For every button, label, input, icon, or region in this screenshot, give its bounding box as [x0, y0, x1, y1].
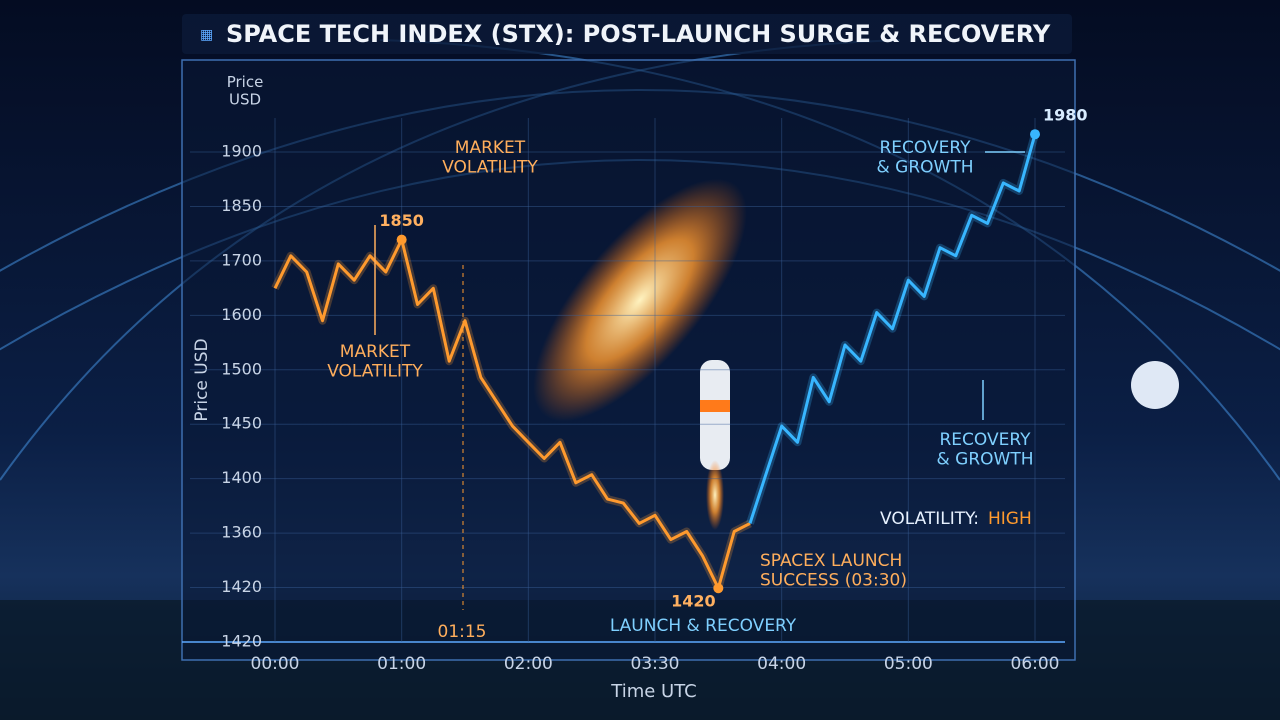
y-tick-label: 1450 — [221, 414, 262, 433]
x-tick-label: 03:30 — [631, 654, 680, 674]
x-tick-label: 04:00 — [757, 654, 806, 674]
x-tick-label: 01:00 — [377, 654, 426, 674]
title-icon: ▦ — [200, 27, 213, 43]
annotation: LAUNCH & RECOVERY — [610, 616, 797, 636]
data-label: 1420 — [671, 592, 716, 611]
point — [396, 234, 407, 245]
annotation: RECOVERY & GROWTH — [876, 138, 973, 178]
y-tick-label: 1500 — [221, 359, 262, 378]
line — [273, 238, 751, 590]
rocket-flame — [533, 178, 747, 422]
annotation: HIGH — [988, 509, 1032, 529]
point — [713, 583, 724, 594]
y-tick-label: 1850 — [221, 196, 262, 215]
y-tick-label: 1420 — [221, 577, 262, 596]
y-tick-label: 1360 — [221, 523, 262, 542]
x-tick-label: 06:00 — [1011, 654, 1060, 674]
annotation: SPACEX LAUNCH SUCCESS (03:30) — [760, 551, 907, 591]
rocket — [700, 360, 730, 530]
annotation: 01:15 — [438, 622, 487, 642]
moon — [1131, 361, 1179, 409]
data-label: 1980 — [1043, 106, 1088, 125]
data-label: 1850 — [379, 211, 424, 230]
annotation: VOLATILITY: — [880, 509, 979, 529]
point — [1030, 129, 1040, 140]
chart-layer: 1900 1850 1700 1600 1500 1450 1400 1360 1420 1420… — [190, 106, 1088, 674]
y-tick-label: 1900 — [221, 142, 262, 161]
y-axis-top-label: Price USD — [227, 73, 264, 108]
title-bar — [182, 14, 1072, 54]
x-tick-label: 00:00 — [251, 654, 300, 674]
line — [748, 133, 1037, 524]
x-tick-label: 05:00 — [884, 654, 933, 674]
y-tick-label: 1700 — [221, 250, 262, 269]
y-axis-label: Price USD — [192, 338, 212, 421]
x-tick-label: 02:00 — [504, 654, 553, 674]
y-tick-label: 1600 — [221, 305, 262, 324]
annotation: MARKET VOLATILITY — [327, 342, 423, 382]
chart-title: SPACE TECH INDEX (STX): POST-LAUNCH SURG… — [226, 20, 1051, 48]
annotation: MARKET VOLATILITY — [442, 138, 538, 178]
annotation: RECOVERY & GROWTH — [936, 430, 1033, 470]
x-axis-label: Time UTC — [610, 681, 696, 702]
y-tick-label: 1420 — [221, 632, 262, 651]
y-tick-label: 1400 — [221, 468, 262, 487]
